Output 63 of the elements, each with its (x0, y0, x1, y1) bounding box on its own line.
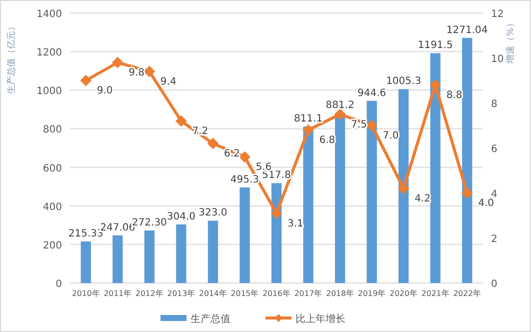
point (144, 66, 155, 77)
bar (303, 126, 314, 283)
data-label: 881.2 (326, 100, 354, 112)
data-label: 9.0 (96, 86, 113, 96)
y-tick-label: 1000 (36, 86, 62, 98)
bar (144, 230, 155, 283)
data-label: 7.0 (382, 130, 399, 142)
point (366, 120, 378, 131)
bar (398, 89, 409, 283)
y-tick-label: 200 (42, 240, 62, 252)
point (207, 138, 218, 149)
data-label: 8.8 (446, 90, 462, 101)
data-label: 944.6 (357, 88, 386, 99)
data-label: 4.0 (478, 198, 494, 209)
data-label: 7.5 (351, 119, 367, 130)
y-tick-label: 400 (42, 202, 62, 213)
bar (80, 241, 91, 283)
point (302, 124, 314, 136)
data-label: 1191.5 (418, 40, 453, 52)
point (430, 80, 441, 90)
data-label: 1271.04 (446, 24, 488, 36)
data-label: 9.4 (160, 76, 176, 88)
y-tick-label: 1200 (36, 48, 62, 59)
y-tick-label: 600 (42, 163, 62, 174)
data-label: 1005.3 (386, 76, 422, 88)
data-label: 272.30 (132, 217, 167, 228)
point (239, 152, 250, 162)
data-label: 9.8 (128, 68, 145, 78)
point (80, 75, 92, 86)
bar (208, 220, 218, 283)
y2-tick-label: 12 (491, 9, 504, 20)
data-label: 3.1 (288, 218, 304, 230)
data-label: 304.0 (166, 211, 196, 222)
y-tick-label: 1400 (36, 9, 62, 20)
point (462, 188, 473, 198)
y2-tick-label: 8 (491, 99, 498, 110)
data-label: 811.1 (294, 114, 323, 125)
y2-axis-title: 增速（%） (505, 18, 516, 64)
point (398, 183, 410, 194)
y-tick-label: 0 (56, 279, 62, 290)
y2-tick-label: 0 (491, 279, 498, 290)
bar (334, 113, 346, 283)
legend-label: 比上年增长 (296, 313, 346, 325)
bar (366, 100, 377, 283)
data-label: 323.0 (198, 208, 228, 219)
point (176, 116, 187, 126)
bar (462, 38, 472, 283)
bar (240, 187, 250, 283)
bar (176, 224, 186, 283)
y2-tick-label: 4 (491, 189, 498, 200)
point (271, 208, 282, 219)
data-label: 6.8 (319, 135, 336, 146)
point (112, 57, 124, 68)
bar (430, 53, 440, 283)
data-label: 4.2 (414, 194, 430, 204)
y2-tick-label: 6 (491, 144, 498, 155)
y-axis-title: 生产总值（亿元） (6, 22, 17, 94)
y2-tick-label: 10 (491, 54, 504, 65)
legend-label: 生产总值 (190, 313, 230, 325)
bar (112, 235, 123, 283)
y-tick-label: 800 (42, 124, 62, 136)
point (334, 108, 346, 120)
y2-tick-label: 2 (491, 234, 498, 245)
